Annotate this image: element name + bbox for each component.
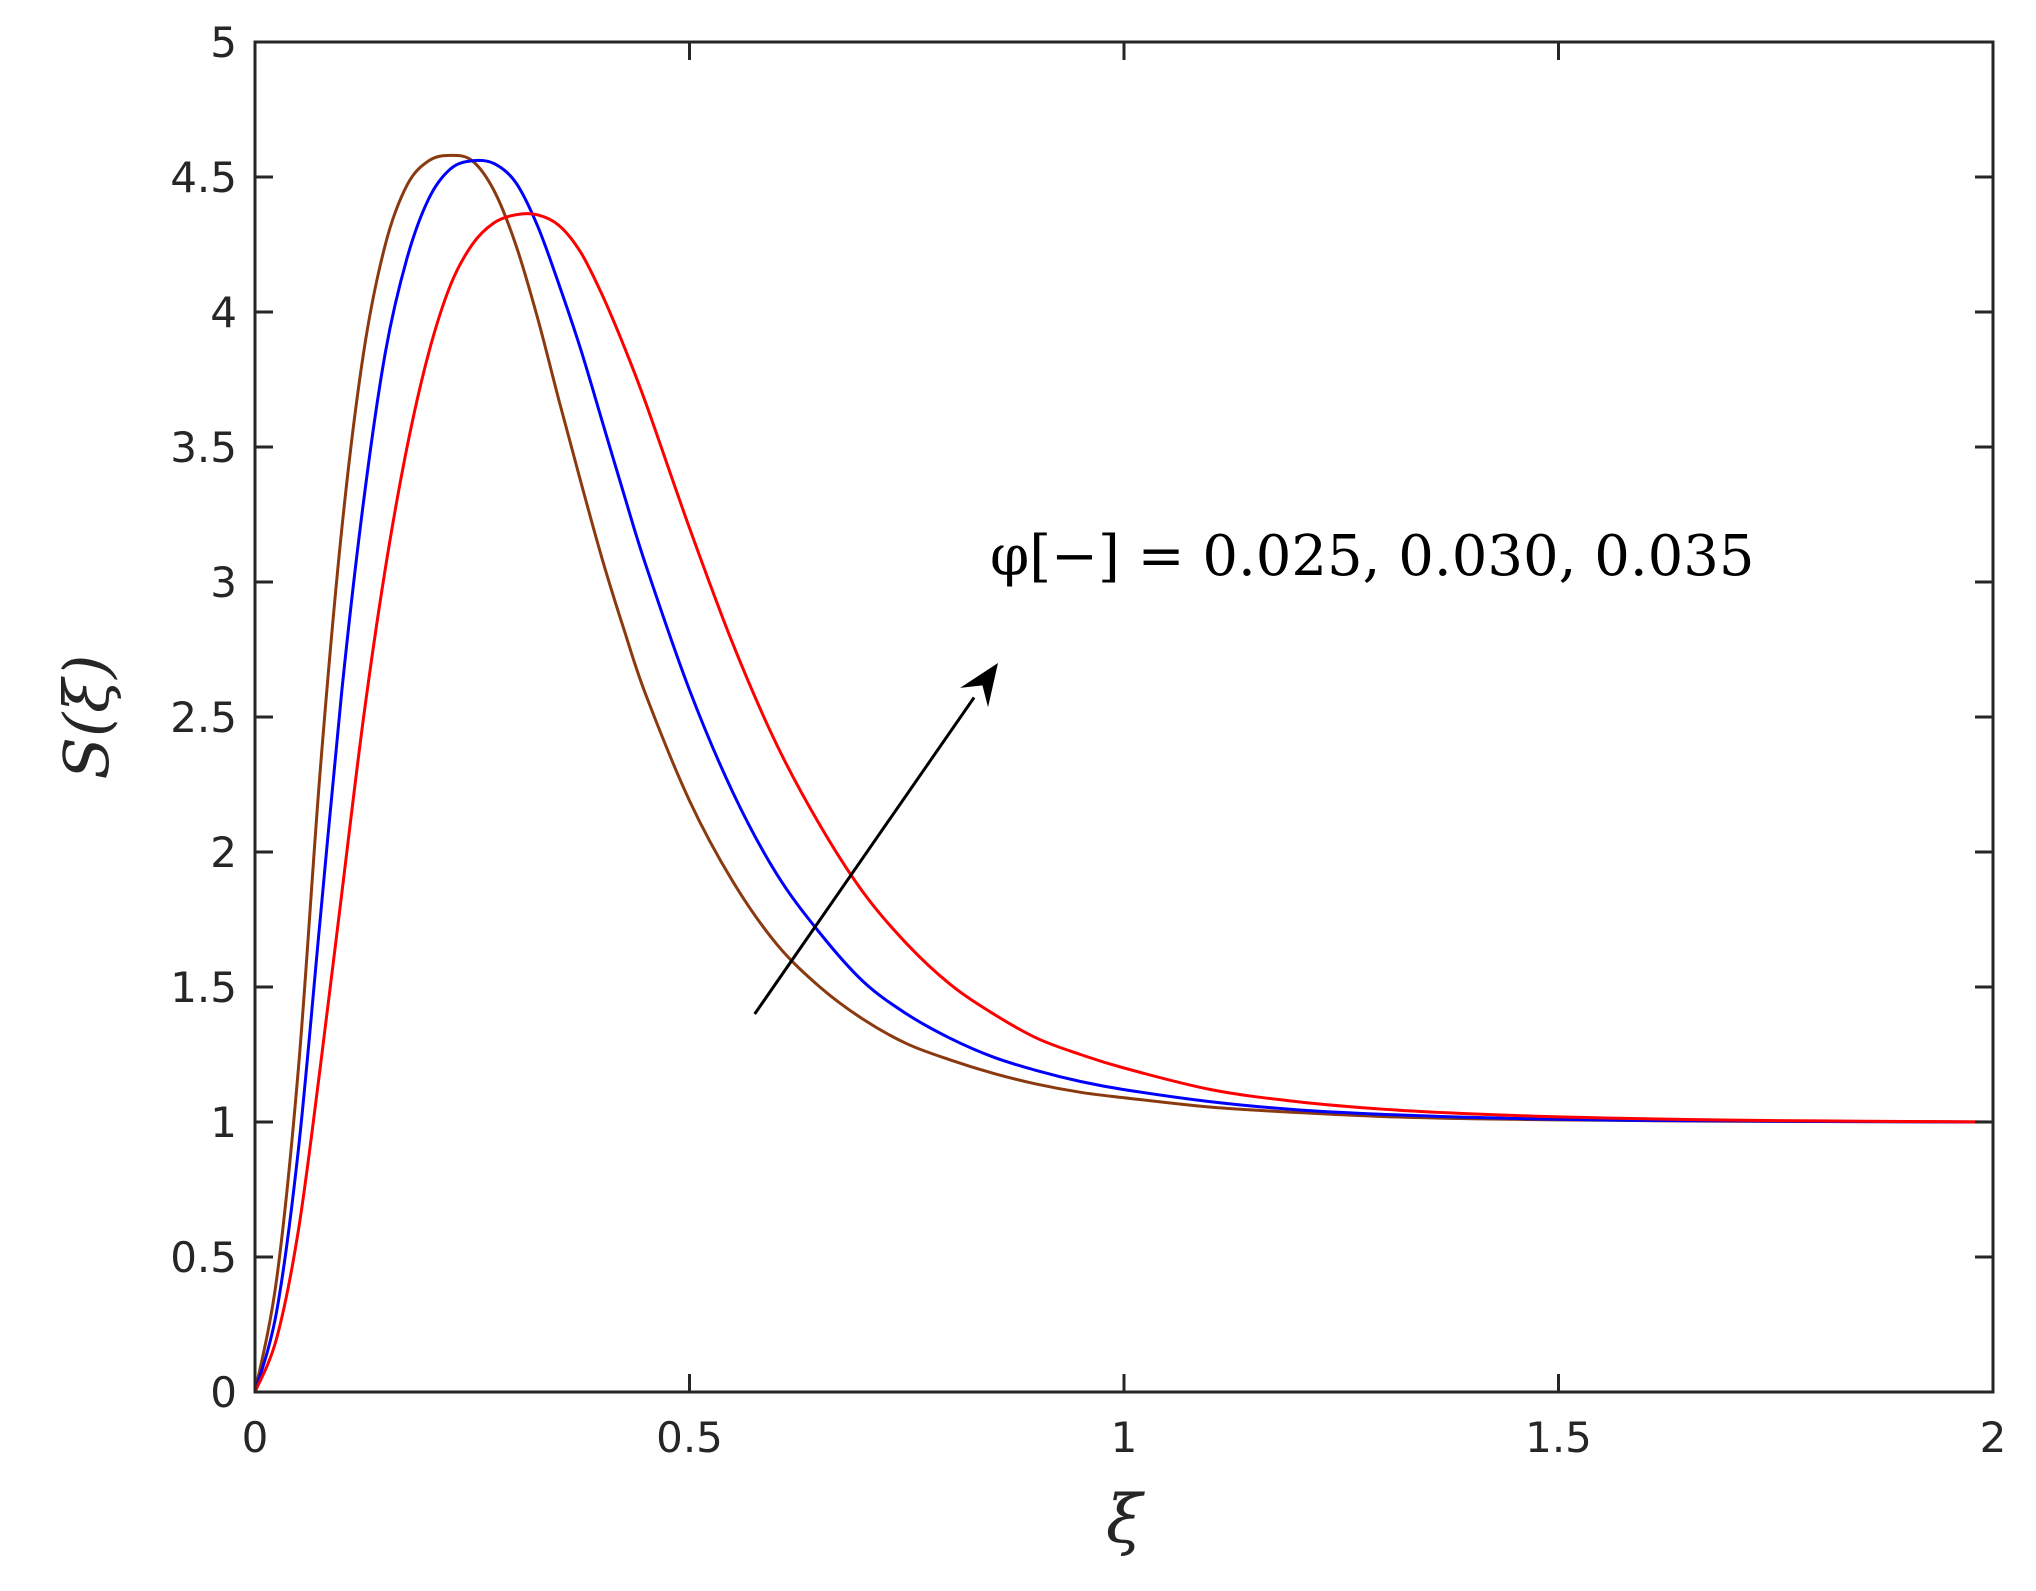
arrow-head (960, 663, 998, 708)
x-tick-label-2: 1 (1111, 1413, 1138, 1462)
y-tick-label-5: 2.5 (170, 693, 237, 742)
y-tick-label-9: 4.5 (170, 153, 237, 202)
y-tick-label-2: 1 (210, 1098, 237, 1147)
y-tick-label-10: 5 (210, 18, 237, 67)
plot-frame (253, 40, 1995, 1394)
y-tick-label-1: 0.5 (170, 1233, 237, 1282)
ticks-layer: 0 0.5 1 1.5 2 0 0.5 1 1.5 2 2.5 3 3.5 4 4.5 5 (170, 18, 2006, 1462)
series-line-1 (253, 153, 1994, 1393)
x-axis-title: ξ (1106, 1481, 1146, 1558)
y-tick-label-0: 0 (210, 1368, 237, 1417)
x-tick-label-0: 0 (242, 1413, 269, 1462)
x-tick-label-3: 1.5 (1525, 1413, 1592, 1462)
y-tick-label-3: 1.5 (170, 963, 237, 1012)
annotation-label: φ[−] = 0.025, 0.030, 0.035 (990, 524, 1755, 589)
y-tick-label-8: 4 (210, 288, 237, 337)
y-tick-label-7: 3.5 (170, 423, 237, 472)
arrow-shaft (753, 696, 976, 1015)
y-tick-label-6: 3 (210, 558, 237, 607)
series-line-3 (253, 212, 1994, 1393)
annotation-arrow (753, 663, 998, 1015)
series-line-2 (253, 158, 1994, 1393)
y-axis-title: S(ξ) (50, 655, 123, 780)
series-layer (253, 153, 1994, 1393)
x-tick-label-1: 0.5 (656, 1413, 723, 1462)
y-tick-label-4: 2 (210, 828, 237, 877)
x-tick-label-4: 2 (1980, 1413, 2007, 1462)
